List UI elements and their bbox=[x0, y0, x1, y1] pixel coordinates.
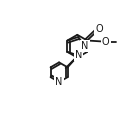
Text: N: N bbox=[55, 77, 63, 87]
Text: O: O bbox=[102, 37, 110, 47]
Text: O: O bbox=[95, 24, 103, 34]
Text: N: N bbox=[81, 41, 89, 51]
Text: N: N bbox=[75, 50, 82, 60]
